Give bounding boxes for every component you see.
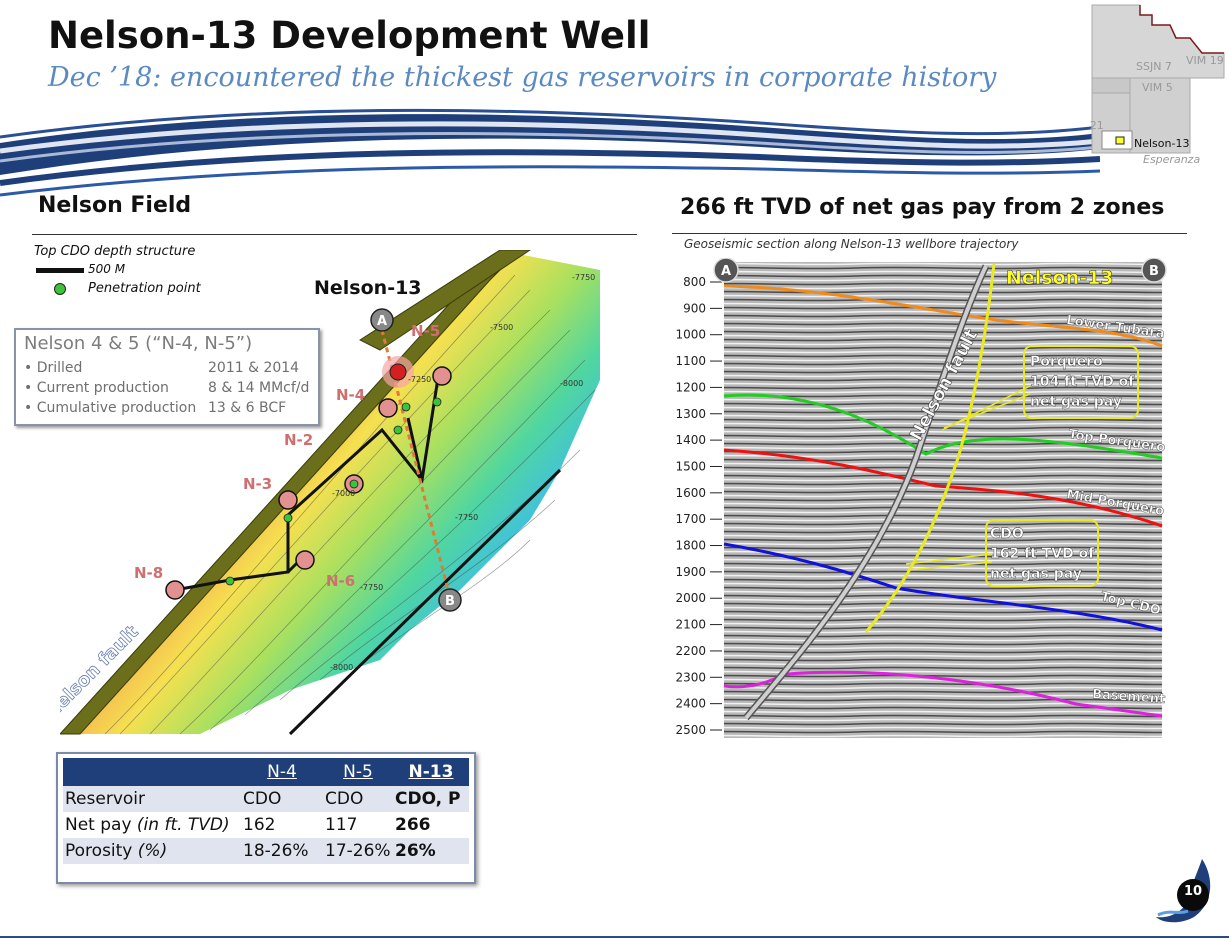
well-label-n8: N-8	[134, 564, 164, 582]
table-header-blank	[63, 758, 241, 786]
infobox-label-drilled: • Drilled	[24, 360, 83, 376]
page-subtitle: Dec ’18: encountered the thickest gas re…	[48, 62, 997, 93]
row-label-porosity: Porosity (%)	[63, 838, 241, 864]
well-label-n4: N-4	[336, 386, 366, 404]
callout-cdo-line1: CDO	[990, 526, 1024, 542]
depth-tick-label: 1200	[676, 380, 706, 394]
nelson13-map-label: Nelson-13	[314, 277, 422, 299]
well-comparison-table: N-4 N-5 N-13 Reservoir CDO CDO CDO, P Ne…	[56, 752, 476, 884]
well-label-n3: N-3	[243, 475, 273, 493]
scale-label: 500 M	[88, 262, 126, 276]
depth-tick-label: 2500	[676, 723, 706, 737]
callout-porquero-line2: 104 ft TVD of	[1030, 374, 1135, 390]
contour-label: -7750	[455, 513, 478, 522]
table-row: Reservoir CDO CDO CDO, P	[63, 786, 469, 812]
callout-porquero-line1: Porquero	[1030, 354, 1103, 370]
well-label-n5: N-5	[411, 322, 441, 340]
geoseismic-section: 800 900 1000 1100 1200 1300 1400 1500 1600 1700 18…	[676, 258, 1167, 738]
depth-tick-label: 1100	[676, 354, 706, 368]
depth-tick-label: 2200	[676, 644, 706, 658]
cell-n4-net-pay: 162	[243, 815, 276, 835]
table-header-n5: N-5	[323, 758, 393, 786]
infobox-title: Nelson 4 & 5 (“N-4, N-5”)	[24, 333, 253, 354]
map-point-a: A	[377, 314, 387, 329]
locmap-label-ssjn7: SSJN 7	[1136, 60, 1172, 73]
depth-axis: 800 900 1000 1100 1200 1300 1400 1500 1600 1700 18…	[676, 275, 722, 737]
well-label-n2: N-2	[284, 431, 314, 449]
map-point-b: B	[445, 594, 455, 609]
locmap-label-esperanza: Esperanza	[1143, 153, 1200, 166]
table-header-n13: N-13	[393, 758, 469, 786]
well-label-n6: N-6	[326, 572, 356, 590]
seismic-point-a: A	[721, 264, 731, 279]
footer-rule	[0, 936, 1229, 938]
infobox-value-current-production: 8 & 14 MMcf/d	[208, 380, 310, 396]
cell-n13-reservoir: CDO, P	[393, 786, 469, 812]
depth-tick-label: 900	[683, 301, 706, 315]
contour-label: -8000	[330, 663, 353, 672]
depth-tick-label: 1600	[676, 486, 706, 500]
contour-label: -7500	[490, 323, 513, 332]
contour-label: -7750	[572, 273, 595, 282]
locmap-label-nelson13: Nelson-13	[1134, 137, 1189, 150]
infobox-label-current-production: • Current production	[24, 380, 169, 396]
infobox-value-cumulative-production: 13 & 6 BCF	[208, 400, 287, 416]
depth-tick-label: 1400	[676, 433, 706, 447]
callout-cdo-line3: net gas pay	[990, 566, 1082, 582]
contour-label: -8000	[560, 379, 583, 388]
depth-tick-label: 2400	[676, 697, 706, 711]
cell-n13-porosity: 26%	[393, 838, 469, 864]
page-number: 10	[1183, 884, 1203, 899]
table-header-n4: N-4	[241, 758, 323, 786]
locmap-label-vim21: VIM 21	[1090, 119, 1104, 132]
infobox-label-cumulative-production: • Cumulative production	[24, 400, 197, 416]
left-heading-rule	[32, 234, 637, 235]
callout-cdo-line2: 162 ft TVD of	[990, 546, 1095, 562]
header-swoosh	[0, 108, 1100, 197]
callout-porquero-line3: net gas pay	[1030, 394, 1122, 410]
depth-tick-label: 800	[683, 275, 706, 289]
depth-tick-label: 1500	[676, 459, 706, 473]
cell-n5-net-pay: 117	[325, 815, 358, 835]
cell-n13-net-pay: 266	[395, 815, 431, 835]
locmap-label-vim19: VIM 19	[1186, 54, 1224, 67]
depth-tick-label: 2000	[676, 591, 706, 605]
contour-label: -7750	[360, 583, 383, 592]
horizon-label-basement: Basement	[1092, 687, 1166, 707]
depth-tick-label: 1000	[676, 328, 706, 342]
table-row: Net pay (in ft. TVD) 162 117 266	[63, 812, 469, 838]
company-logo-icon	[1156, 859, 1211, 923]
cell-n5-porosity: 17-26%	[323, 838, 393, 864]
depth-tick-label: 1300	[676, 407, 706, 421]
depth-tick-label: 1900	[676, 565, 706, 579]
table-row: Porosity (%) 18-26% 17-26% 26%	[63, 838, 469, 864]
cell-n4-reservoir: CDO	[241, 786, 323, 812]
net-gas-pay-heading: 266 ft TVD of net gas pay from 2 zones	[680, 195, 1165, 220]
depth-tick-label: 1800	[676, 539, 706, 553]
cell-n4-porosity: 18-26%	[241, 838, 323, 864]
scale-bar	[36, 268, 84, 273]
nelson-field-heading: Nelson Field	[38, 193, 192, 218]
row-label-reservoir: Reservoir	[63, 786, 241, 812]
contour-label: -7250	[408, 375, 431, 384]
depth-tick-label: 1700	[676, 512, 706, 526]
page-title: Nelson-13 Development Well	[48, 14, 651, 57]
depth-tick-label: 2100	[676, 618, 706, 632]
cell-n5-reservoir: CDO	[323, 786, 393, 812]
seismic-point-b: B	[1149, 264, 1159, 279]
legend-title: Top CDO depth structure	[34, 244, 196, 259]
right-heading-rule	[672, 233, 1187, 234]
locmap-label-vim5: VIM 5	[1142, 81, 1173, 94]
structure-map: A B -7750 -8000 -7500 -7250 -7000 -7750 …	[60, 250, 600, 736]
location-map: VIM 19 SSJN 7 VIM 5 VIM 21 Nelson-13 Esp…	[1090, 4, 1225, 166]
penetration-legend-label: Penetration point	[88, 281, 201, 296]
infobox-value-drilled: 2011 & 2014	[208, 360, 300, 376]
nelson-4-5-infobox: Nelson 4 & 5 (“N-4, N-5”) • Drilled 2011…	[14, 328, 320, 426]
row-label-net-pay: Net pay (in ft. TVD)	[65, 815, 230, 835]
penetration-dot-icon	[54, 283, 66, 295]
seismic-section-caption: Geoseismic section along Nelson-13 wellb…	[684, 237, 1019, 251]
depth-tick-label: 2300	[676, 670, 706, 684]
contour-label: -7000	[332, 489, 355, 498]
seismic-well-label: Nelson-13	[1006, 267, 1114, 289]
